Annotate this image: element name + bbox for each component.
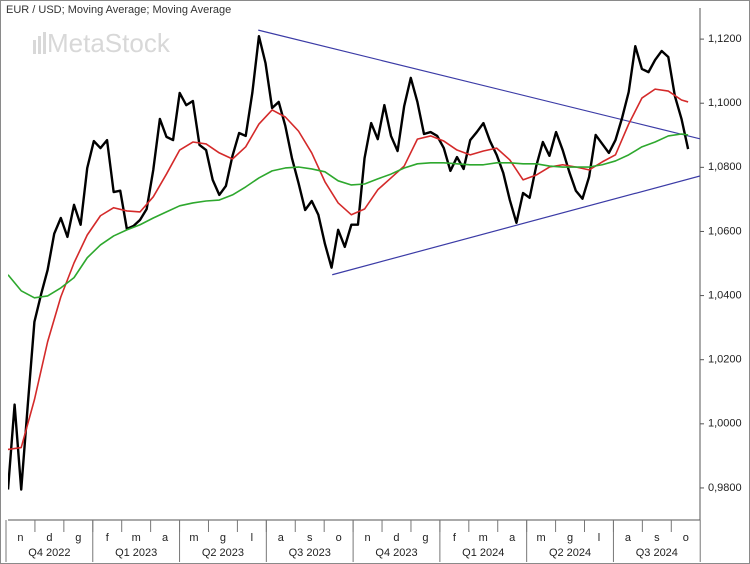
month-label: g [75,532,81,544]
logo-bar [38,36,41,54]
moving-average-line [8,133,689,299]
month-label: d [46,532,52,544]
month-label: m [132,532,141,544]
month-label: m [537,532,546,544]
y-tick-label: 1,0000 [708,418,742,430]
chart-title: EUR / USD; Moving Average; Moving Averag… [6,4,231,16]
month-label: s [307,532,313,544]
quarter-label: Q1 2023 [115,547,157,559]
month-label: a [509,532,516,544]
month-label: m [189,532,198,544]
trendline [258,29,700,140]
month-label: g [567,532,573,544]
watermark: MetaStock [47,28,171,58]
month-label: a [162,532,169,544]
month-label: f [106,532,110,544]
quarter-label: Q3 2023 [289,547,331,559]
month-label: l [251,532,253,544]
logo-bar [43,32,46,54]
y-tick-label: 1,0200 [708,354,742,366]
month-label: l [598,532,600,544]
quarter-label: Q3 2024 [636,547,678,559]
month-label: d [393,532,399,544]
quarter-label: Q2 2023 [202,547,244,559]
y-tick-label: 1,1200 [708,33,742,45]
quarter-label: Q2 2024 [549,547,591,559]
month-label: f [453,532,457,544]
month-label: o [683,532,689,544]
month-label: a [625,532,632,544]
moving-average-line [8,88,689,451]
trendline [332,175,700,276]
month-label: g [220,532,226,544]
y-tick-label: 1,0400 [708,289,742,301]
price-line [8,35,690,491]
month-label: m [479,532,488,544]
month-label: o [336,532,342,544]
y-tick-label: 1,1000 [708,97,742,109]
quarter-label: Q4 2023 [375,547,417,559]
quarter-label: Q4 2022 [28,547,70,559]
month-label: n [365,532,371,544]
month-label: g [422,532,428,544]
quarter-label: Q1 2024 [462,547,504,559]
y-tick-label: 1,0600 [708,225,742,237]
logo-bar [33,40,36,54]
watermark-logo [33,32,46,54]
month-label: s [654,532,660,544]
month-label: a [278,532,285,544]
month-label: n [17,532,23,544]
y-tick-label: 1,0800 [708,161,742,173]
y-tick-label: 0,9800 [708,482,742,494]
